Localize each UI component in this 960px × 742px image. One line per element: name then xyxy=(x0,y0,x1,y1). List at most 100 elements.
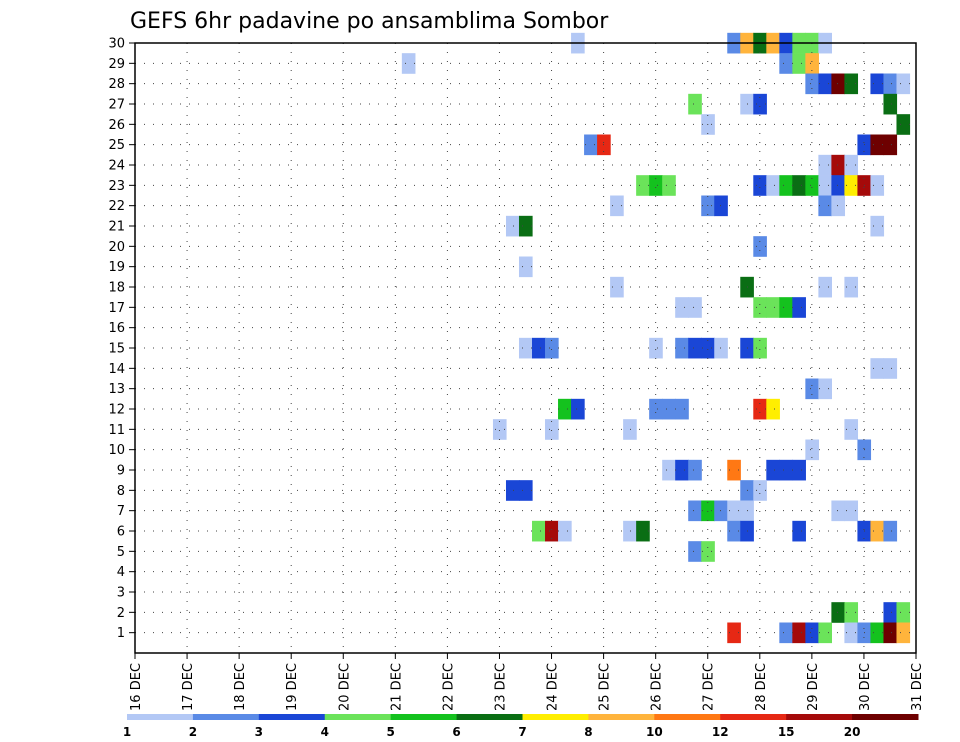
heatmap-cell xyxy=(883,602,898,623)
heatmap-cell xyxy=(675,398,689,420)
legend-label: 4 xyxy=(321,725,329,739)
heatmap-cell xyxy=(649,337,663,359)
heatmap-cell xyxy=(492,419,507,440)
heatmap-cell xyxy=(844,154,859,176)
y-tick-label: 12 xyxy=(108,403,125,418)
legend-label: 20 xyxy=(844,725,861,739)
chart-title: GEFS 6hr padavine po ansamblima Sombor xyxy=(130,9,609,34)
heatmap-cell xyxy=(870,175,885,196)
heatmap-cell xyxy=(818,73,832,95)
y-tick-label: 11 xyxy=(108,423,125,438)
legend-label: 6 xyxy=(452,725,460,739)
heatmap-cell xyxy=(831,195,846,217)
heatmap-cell xyxy=(518,337,533,359)
x-axis: 16 DEC 17 DEC 18 DEC 19 DEC 20 DEC 21 DEC 22 D… xyxy=(129,653,925,711)
y-tick-label: 24 xyxy=(108,159,125,174)
x-tick-label: 27 DEC xyxy=(702,663,717,711)
heatmap-cell xyxy=(401,53,416,74)
legend-swatch xyxy=(852,714,919,720)
legend-swatch xyxy=(258,714,326,720)
heatmap-cell xyxy=(649,175,663,196)
y-tick-label: 5 xyxy=(117,545,125,560)
heatmap-cell xyxy=(831,500,846,522)
y-tick-label: 27 xyxy=(108,98,125,113)
heatmap-cell xyxy=(584,134,598,156)
y-tick-label: 4 xyxy=(117,565,125,580)
heatmap-cell xyxy=(818,622,832,644)
y-tick-label: 7 xyxy=(117,504,125,519)
heatmap-cell xyxy=(753,297,767,318)
legend-swatch xyxy=(786,714,853,720)
heatmap-cell xyxy=(753,337,767,359)
heatmap-cell xyxy=(727,459,741,481)
heatmap-cell xyxy=(883,73,898,95)
heatmap-cell xyxy=(766,459,780,481)
legend-swatch xyxy=(654,714,721,720)
heatmap-cell xyxy=(818,378,832,400)
heatmap-cell xyxy=(883,93,898,115)
heatmap-cell xyxy=(727,520,741,542)
heatmap-cell xyxy=(636,175,650,196)
heatmap-cell xyxy=(844,622,859,644)
heatmap-cell xyxy=(766,297,780,318)
y-tick-label: 23 xyxy=(108,179,125,194)
heatmap-cell xyxy=(831,154,846,176)
heatmap-cell xyxy=(688,93,702,115)
heatmap-cell xyxy=(792,622,806,644)
heatmap-cell xyxy=(844,175,859,196)
x-tick-label: 20 DEC xyxy=(337,663,352,711)
heatmap-cell xyxy=(688,459,702,481)
heatmap-cell xyxy=(779,53,793,74)
y-tick-label: 15 xyxy=(108,342,125,357)
y-tick-label: 13 xyxy=(108,382,125,397)
heatmap-cell xyxy=(688,337,702,359)
y-tick-label: 21 xyxy=(108,220,125,235)
heatmap-cell xyxy=(714,500,728,522)
heatmap-cell xyxy=(896,602,911,623)
heatmap-cell xyxy=(701,500,715,522)
heatmap-cell xyxy=(870,520,885,542)
legend-swatch xyxy=(588,714,655,720)
heatmap-cell xyxy=(714,337,728,359)
heatmap-cell xyxy=(805,439,819,461)
heatmap-cell xyxy=(766,175,780,196)
heatmap-cell xyxy=(779,622,793,644)
heatmap-cell xyxy=(883,622,898,644)
legend-label: 1 xyxy=(123,725,131,739)
y-tick-label: 3 xyxy=(117,586,125,601)
y-axis: 1234567891011121314151617181920212223242… xyxy=(108,37,135,641)
y-tick-label: 2 xyxy=(117,606,125,621)
x-tick-label: 30 DEC xyxy=(858,663,873,711)
heatmap-cell xyxy=(753,236,767,257)
heatmap-cell xyxy=(636,520,650,542)
heatmap-cell xyxy=(505,215,520,237)
x-tick-label: 16 DEC xyxy=(129,663,144,711)
heatmap-cell xyxy=(870,73,885,95)
y-tick-label: 1 xyxy=(117,626,125,641)
heatmap-cell xyxy=(831,73,846,95)
x-tick-label: 17 DEC xyxy=(181,663,196,711)
heatmap-cell xyxy=(662,398,676,420)
legend-label: 15 xyxy=(778,725,795,739)
heatmap-cell xyxy=(818,175,832,196)
y-tick-label: 26 xyxy=(108,118,125,133)
heatmap-cell xyxy=(753,93,767,115)
heatmap-cell xyxy=(792,297,806,318)
x-tick-label: 29 DEC xyxy=(806,663,821,711)
heatmap-cell xyxy=(675,459,689,481)
heatmap-cell xyxy=(805,378,819,400)
heatmap-cell xyxy=(805,73,819,95)
legend-label: 12 xyxy=(712,725,729,739)
y-tick-label: 18 xyxy=(108,281,125,296)
y-tick-label: 25 xyxy=(108,138,125,153)
legend-swatch xyxy=(192,714,260,720)
y-tick-label: 28 xyxy=(108,77,125,92)
heatmap-cell xyxy=(545,520,559,542)
heatmap-cell xyxy=(844,276,859,298)
heatmap-cell xyxy=(896,114,911,135)
legend-label: 8 xyxy=(584,725,592,739)
heatmap-cell xyxy=(662,459,676,481)
heatmap-cell xyxy=(792,459,806,481)
x-tick-label: 18 DEC xyxy=(233,663,248,711)
